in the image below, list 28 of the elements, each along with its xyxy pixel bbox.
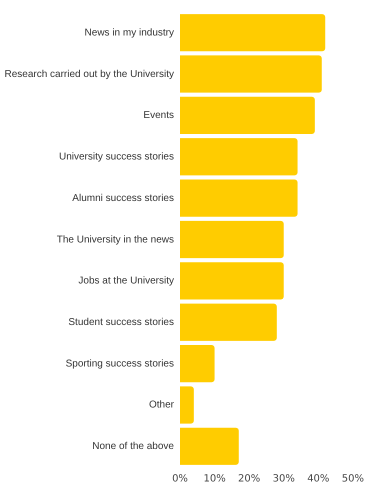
x-tick-label: 20% xyxy=(238,474,260,485)
x-tick-label: 30% xyxy=(272,474,295,485)
bar xyxy=(180,304,277,341)
y-tick-label: None of the above xyxy=(92,441,174,452)
x-tick-label: 50% xyxy=(342,474,364,485)
y-tick-label: Student success stories xyxy=(68,316,174,328)
bar xyxy=(180,386,194,424)
x-tick-label: 40% xyxy=(307,474,330,485)
bar xyxy=(180,55,322,93)
x-tick-label: 10% xyxy=(203,474,226,485)
y-tick-label: The University in the news xyxy=(56,234,174,246)
bar xyxy=(180,96,315,134)
y-tick-label: Alumni success stories xyxy=(72,192,174,204)
x-tick-label: 0% xyxy=(172,474,188,485)
bar xyxy=(180,344,215,382)
bar xyxy=(180,138,298,176)
y-tick-label: Sporting success stories xyxy=(66,358,174,370)
y-tick-label: University success stories xyxy=(58,152,174,163)
bar xyxy=(180,428,239,465)
bar xyxy=(180,180,298,217)
y-tick-label: Other xyxy=(148,400,175,411)
y-tick-label: News in my industry xyxy=(84,27,174,38)
y-tick-label: Research carried out by the University xyxy=(4,68,174,80)
bar xyxy=(180,14,326,52)
bar xyxy=(180,262,284,300)
bar xyxy=(180,220,284,258)
y-tick-label: Events xyxy=(143,110,174,122)
y-tick-label: Jobs at the University xyxy=(78,276,174,287)
